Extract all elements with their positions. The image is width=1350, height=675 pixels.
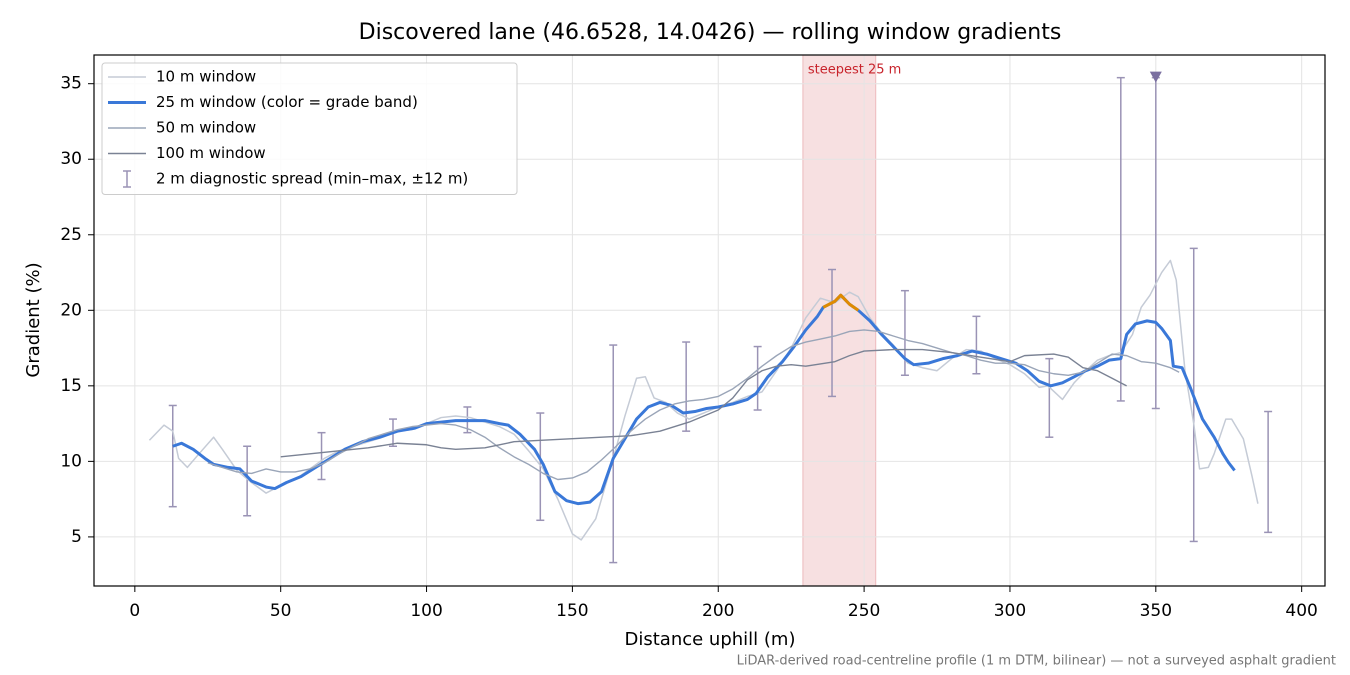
grade-band-segment xyxy=(822,293,860,312)
error-bar xyxy=(1264,410,1273,534)
x-tick-label: 300 xyxy=(994,601,1026,621)
legend-label: 10 m window xyxy=(156,68,256,86)
y-tick-label: 20 xyxy=(60,300,82,320)
error-bar xyxy=(972,315,981,375)
y-axis-label: Gradient (%) xyxy=(23,262,44,377)
span-label: steepest 25 m xyxy=(808,63,901,78)
error-bar xyxy=(753,345,762,411)
error-bar xyxy=(1116,76,1125,402)
x-tick-label: 150 xyxy=(556,601,588,621)
error-bar xyxy=(1151,76,1160,410)
footnote: LiDAR-derived road-centreline profile (1… xyxy=(737,654,1336,669)
x-tick-label: 0 xyxy=(129,601,140,621)
error-bar xyxy=(536,412,545,522)
error-bar xyxy=(168,404,177,508)
legend-label: 100 m window xyxy=(156,144,266,162)
legend-swatch xyxy=(123,170,131,188)
y-tick-label: 10 xyxy=(60,451,82,471)
error-bar xyxy=(243,445,252,517)
x-tick-label: 250 xyxy=(848,601,880,621)
line-series xyxy=(148,259,1259,541)
legend-label: 50 m window xyxy=(156,119,256,137)
error-bar xyxy=(609,344,618,564)
y-tick-label: 25 xyxy=(60,225,82,245)
error-bar xyxy=(682,341,691,432)
error-bar xyxy=(828,268,837,398)
x-tick-label: 200 xyxy=(702,601,734,621)
line-series xyxy=(280,348,1127,458)
legend-label: 25 m window (color = grade band) xyxy=(156,93,418,111)
y-tick-label: 15 xyxy=(60,376,82,396)
peak-marker xyxy=(1149,71,1162,83)
legend-box xyxy=(101,62,518,195)
line-series xyxy=(207,329,1180,481)
y-tick-label: 5 xyxy=(71,527,82,547)
y-tick-label: 30 xyxy=(60,149,82,169)
x-tick-label: 350 xyxy=(1140,601,1172,621)
x-tick-label: 100 xyxy=(410,601,442,621)
error-bar xyxy=(900,289,909,377)
legend-label: 2 m diagnostic spread (min–max, ±12 m) xyxy=(156,170,468,188)
chart-title: Discovered lane (46.6528, 14.0426) — rol… xyxy=(359,20,1062,45)
error-bar xyxy=(1045,357,1054,438)
x-axis-label: Distance uphill (m) xyxy=(625,629,796,650)
plot-frame xyxy=(93,54,1326,587)
y-tick-label: 35 xyxy=(60,74,82,94)
error-bar xyxy=(317,431,326,481)
x-tick-label: 400 xyxy=(1285,601,1317,621)
x-tick-label: 50 xyxy=(270,601,292,621)
